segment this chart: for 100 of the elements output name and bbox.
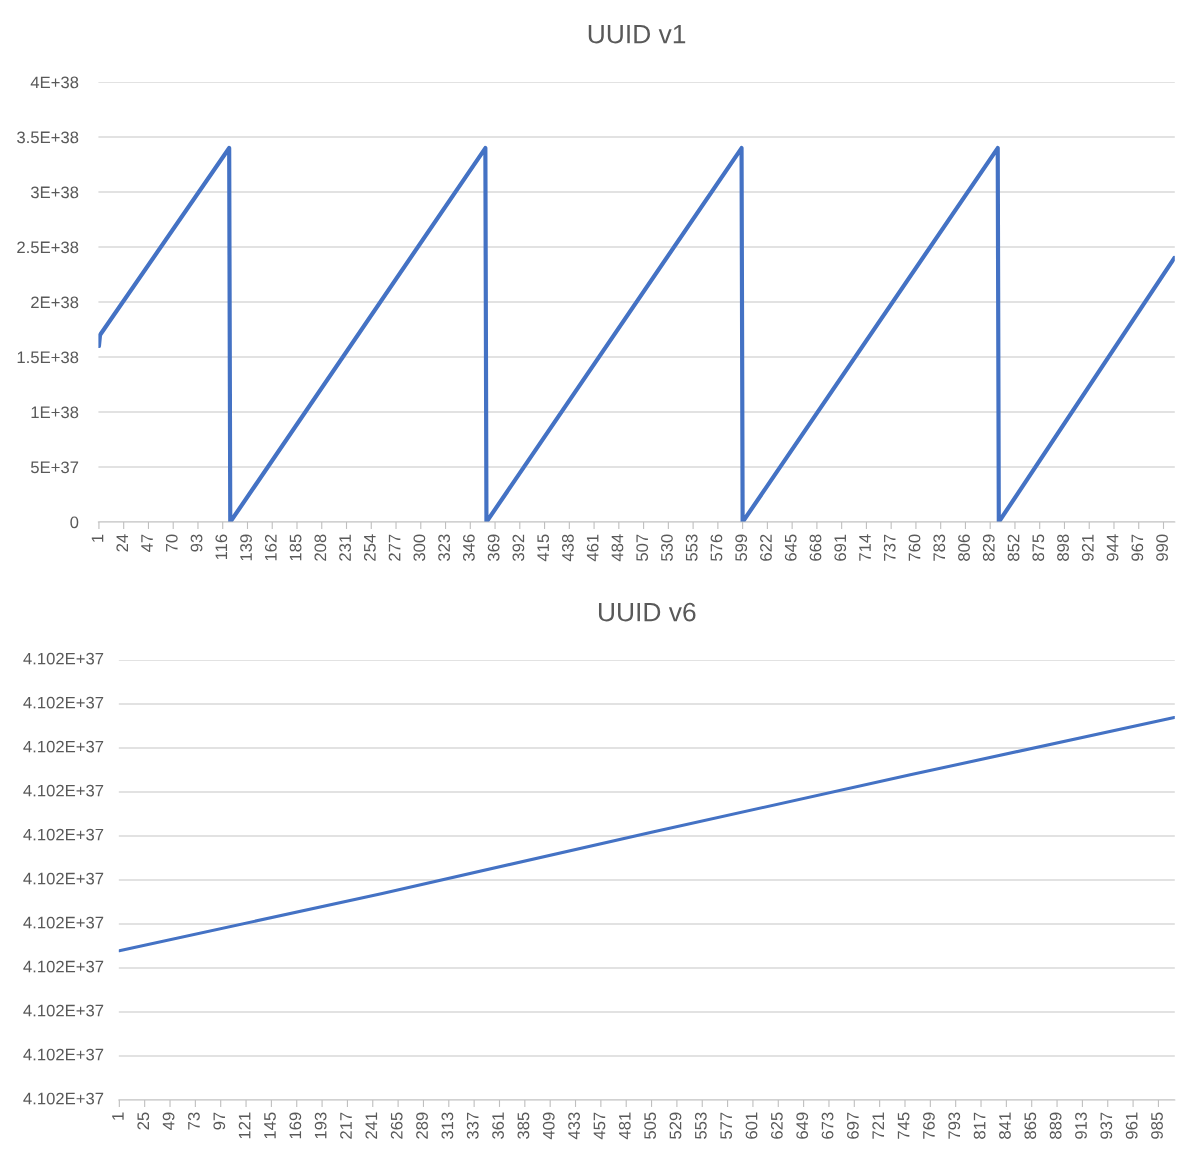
x-tick-label: 967 [1131,534,1144,561]
x-tick-label: 300 [413,534,426,561]
x-tick-label: 865 [1024,1112,1037,1139]
x-tick-label: 481 [618,1112,631,1140]
x-tick-label: 392 [512,534,525,561]
text: 4.102E+37 [23,1048,104,1061]
x-tick-label: 409 [542,1112,555,1140]
x-tick-label: 97 [213,1112,226,1130]
x-tick-label: 760 [908,534,921,561]
x-tick-label: 944 [1106,534,1119,561]
x-tick-label: 49 [162,1112,175,1130]
x-tick-label: 817 [973,1112,986,1139]
x-tick-label: 193 [314,1112,327,1139]
y-tick-label: 4E+38 [30,76,79,89]
x-tick-label: 93 [190,534,203,552]
x-tick-label: 921 [1081,534,1094,561]
x-tick-label: 433 [568,1112,580,1140]
x-tick-label: 361 [492,1112,504,1139]
x-tick-label: 625 [770,1112,783,1139]
x-tick-label: 385 [517,1112,530,1139]
x-tick-label: 875 [1032,534,1045,561]
x-tick-label: 645 [784,534,797,561]
x-tick-label: 313 [441,1112,454,1139]
x-tick-label: 139 [240,534,252,561]
x-tick-label: 829 [982,534,995,561]
text: 4.102E+37 [23,1004,104,1017]
x-tick-label: 913 [1075,1112,1087,1139]
x-tick-label: 505 [644,1112,657,1139]
x-tick-label: 673 [821,1112,834,1139]
y-tick-label: 3.5E+38 [17,131,79,144]
text: 4.102E+37 [23,652,104,665]
x-tick-label: 369 [487,534,500,561]
x-tick-label: 806 [958,534,970,561]
text: 4.102E+37 [23,1092,104,1105]
x-tick-label: 162 [264,534,277,561]
x-tick-label: 337 [466,1112,479,1139]
y-tick-label: 5E+37 [30,461,79,474]
x-tick-label: 985 [1151,1112,1163,1139]
x-tick-label: 116 [215,534,228,560]
x-tick-label: 576 [710,534,723,561]
x-tick-label: 793 [948,1112,961,1139]
x-tick-label: 601 [745,1112,758,1139]
x-tick-label: 622 [760,534,772,561]
x-tick-label: 769 [923,1112,935,1139]
x-tick-label: 649 [796,1112,809,1139]
x-tick-label: 577 [720,1112,733,1139]
x-tick-label: 323 [438,534,451,561]
y-tick-label: 2.5E+38 [17,241,79,254]
x-tick-label: 529 [669,1112,682,1139]
y-tick-label: 3E+38 [30,186,79,199]
x-tick-label: 553 [685,534,698,561]
x-tick-label: 47 [141,534,153,552]
x-tick-label: 415 [537,534,550,562]
x-tick-label: 25 [137,1112,150,1130]
y-tick-label: 1.5E+38 [17,351,79,364]
x-tick-label: 889 [1049,1112,1062,1139]
x-tick-label: 461 [586,534,599,562]
x-tick-label: 852 [1007,534,1020,561]
x-tick-label: 553 [694,1112,707,1139]
text: 4.102E+37 [23,696,104,709]
text: 4.102E+37 [23,740,104,753]
x-tick-label: 145 [264,1112,276,1139]
y-tick-label: 1E+38 [31,406,79,419]
x-tick-label: 70 [165,534,178,552]
x-tick-label: 599 [735,534,748,561]
text: 4.102E+37 [23,916,104,929]
x-tick-label: 691 [834,534,847,561]
x-tick-label: 841 [999,1112,1011,1139]
x-tick-label: 289 [416,1112,428,1139]
text: 4.102E+37 [23,784,104,797]
x-tick-label: 185 [289,534,302,561]
x-tick-label: 217 [340,1112,352,1139]
x-tick-label: 507 [636,534,649,561]
x-tick-label: 121 [238,1112,251,1139]
text: 4.102E+37 [23,960,104,973]
x-tick-label: 208 [314,534,327,561]
x-tick-label: 937 [1100,1112,1113,1139]
x-tick-label: 783 [933,534,946,561]
x-tick-label: 254 [363,534,376,561]
x-tick-label: 438 [562,534,574,562]
x-tick-label: 73 [188,1112,200,1130]
chart-title: UUID v6 [598,602,696,622]
x-tick-label: 530 [661,534,673,561]
x-tick-label: 697 [846,1112,859,1139]
x-tick-label: 484 [611,534,624,562]
x-tick-label: 169 [289,1112,302,1139]
x-tick-label: 277 [388,534,401,561]
x-tick-label: 241 [365,1112,378,1139]
x-tick-label: 346 [462,534,475,561]
x-tick-label: 898 [1057,534,1069,561]
text: 4.102E+37 [23,828,104,841]
x-tick-label: 1 [112,1112,124,1120]
x-tick-label: 457 [593,1112,606,1140]
text: 4.102E+37 [23,872,104,885]
x-tick-label: 737 [883,534,896,561]
x-tick-label: 714 [859,534,871,561]
x-tick-label: 265 [390,1112,403,1139]
x-tick-label: 668 [809,534,822,561]
x-tick-label: 231 [339,534,351,561]
x-tick-label: 745 [897,1112,910,1139]
